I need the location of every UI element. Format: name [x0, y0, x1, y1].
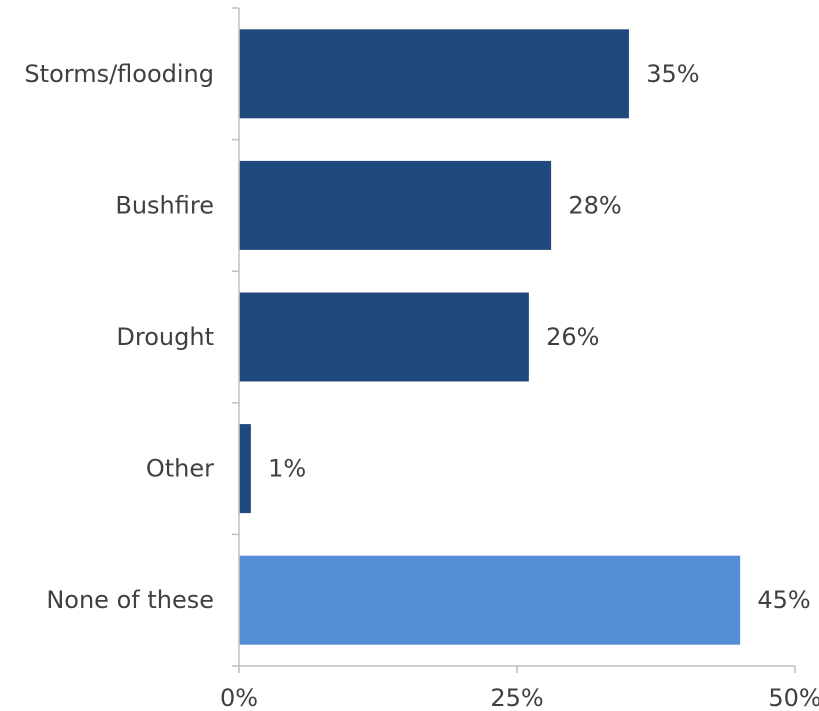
value-label: 1%: [268, 455, 306, 483]
value-label: 28%: [568, 191, 621, 219]
category-label: Drought: [116, 323, 214, 351]
category-label: Storms/flooding: [24, 60, 214, 88]
bar: [239, 160, 552, 250]
category-label: Other: [146, 455, 214, 483]
x-tick-label: 0%: [220, 684, 258, 711]
chart-axes: [232, 7, 796, 673]
bar: [239, 424, 251, 514]
bar: [239, 555, 741, 645]
x-tick-label: 50%: [768, 684, 819, 711]
category-label: Bushfire: [115, 191, 214, 219]
value-label: 45%: [757, 586, 810, 614]
category-label: None of these: [46, 586, 214, 614]
bar: [239, 292, 529, 382]
value-label: 26%: [546, 323, 599, 351]
x-tick-label: 25%: [490, 684, 543, 711]
x-tick-labels: 0% 25% 50%: [220, 684, 819, 711]
category-labels: Storms/flooding Bushfire Drought Other None …: [24, 60, 214, 614]
value-labels: 35% 28% 26% 1% 45%: [268, 60, 811, 614]
chart-bars: [239, 29, 741, 645]
bar: [239, 29, 629, 119]
value-label: 35%: [646, 60, 699, 88]
